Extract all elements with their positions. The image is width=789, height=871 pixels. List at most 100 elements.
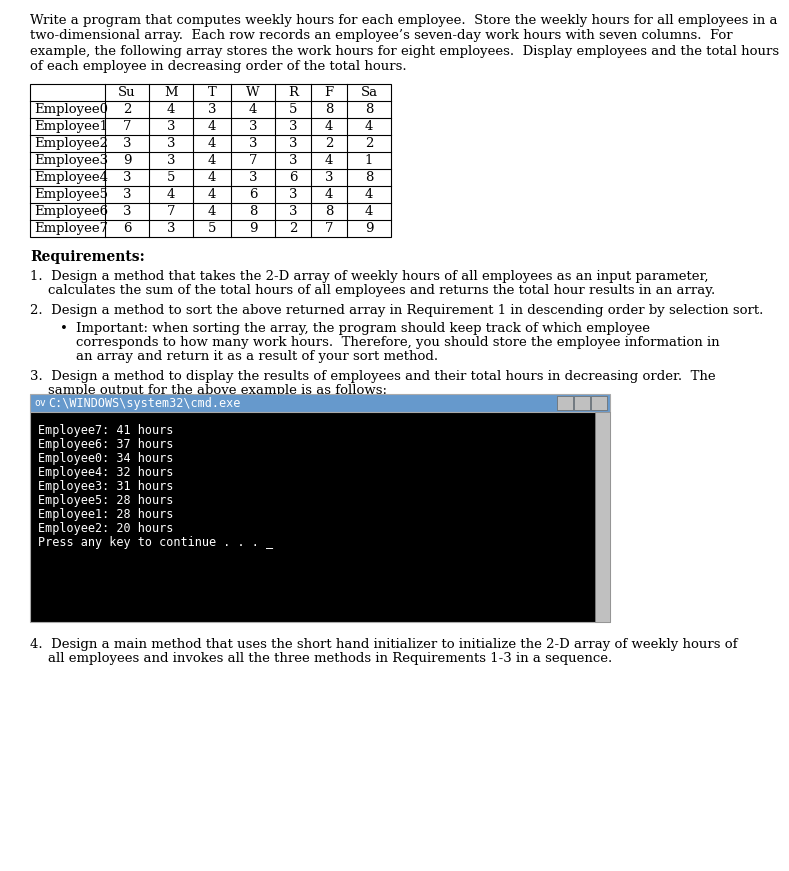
Text: 8: 8 (365, 103, 373, 116)
Text: 3: 3 (166, 154, 175, 167)
Text: Employee5: Employee5 (34, 188, 108, 201)
Text: 4: 4 (249, 103, 257, 116)
Text: C:\WINDOWS\system32\cmd.exe: C:\WINDOWS\system32\cmd.exe (48, 396, 241, 409)
Bar (574, 396, 590, 410)
Text: corresponds to how many work hours.  Therefore, you should store the employee in: corresponds to how many work hours. Ther… (76, 336, 720, 349)
Text: Employee1: Employee1 (34, 120, 108, 133)
Text: 4: 4 (208, 137, 216, 150)
Text: Employee0: Employee0 (34, 103, 108, 116)
Text: 5: 5 (208, 222, 216, 235)
Text: two-dimensional array.  Each row records an employee’s seven-day work hours with: two-dimensional array. Each row records … (30, 30, 733, 43)
Text: Su: Su (118, 86, 136, 99)
Text: •: • (60, 322, 68, 335)
Text: 3: 3 (166, 120, 175, 133)
Text: 3: 3 (123, 137, 131, 150)
Text: 3: 3 (249, 120, 257, 133)
Text: Important: when sorting the array, the program should keep track of which employ: Important: when sorting the array, the p… (76, 322, 650, 335)
Text: ▼: ▼ (600, 611, 606, 620)
Text: Press any key to continue . . . _: Press any key to continue . . . _ (38, 536, 273, 549)
Text: 6: 6 (123, 222, 131, 235)
Text: 4.  Design a main method that uses the short hand initializer to initialize the : 4. Design a main method that uses the sh… (30, 638, 738, 651)
Text: Employee6: Employee6 (34, 205, 108, 218)
Text: Employee2: 20 hours: Employee2: 20 hours (38, 522, 174, 535)
Text: 3: 3 (249, 171, 257, 184)
Text: 1.  Design a method that takes the 2-D array of weekly hours of all employees as: 1. Design a method that takes the 2-D ar… (30, 270, 709, 283)
Text: 8: 8 (365, 171, 373, 184)
Text: 3: 3 (208, 103, 216, 116)
Bar (557, 396, 573, 410)
Text: Employee0: 34 hours: Employee0: 34 hours (38, 452, 174, 465)
Text: 4: 4 (208, 205, 216, 218)
Text: 3: 3 (166, 222, 175, 235)
Text: Requirements:: Requirements: (30, 250, 144, 264)
Text: 5: 5 (166, 171, 175, 184)
Text: 4: 4 (365, 205, 373, 218)
Text: Employee7: 41 hours: Employee7: 41 hours (38, 424, 174, 437)
Text: Employee1: 28 hours: Employee1: 28 hours (38, 508, 174, 521)
Text: 4: 4 (208, 154, 216, 167)
Text: 7: 7 (166, 205, 175, 218)
Text: all employees and invokes all the three methods in Requirements 1-3 in a sequenc: all employees and invokes all the three … (48, 652, 612, 665)
Text: 4: 4 (365, 188, 373, 201)
Text: 2: 2 (325, 137, 333, 150)
Text: W: W (246, 86, 260, 99)
Text: 3: 3 (289, 205, 297, 218)
Text: 4: 4 (166, 188, 175, 201)
Bar (591, 396, 607, 410)
Text: Employee2: Employee2 (34, 137, 108, 150)
Text: 7: 7 (123, 120, 131, 133)
Text: Employee4: 32 hours: Employee4: 32 hours (38, 466, 174, 479)
Text: -: - (563, 398, 567, 408)
Text: □: □ (578, 398, 587, 408)
Text: Employee6: 37 hours: Employee6: 37 hours (38, 438, 174, 451)
Text: sample output for the above example is as follows:: sample output for the above example is a… (48, 384, 387, 397)
Text: 9: 9 (249, 222, 257, 235)
Bar (30, 412, 610, 622)
Text: of each employee in decreasing order of the total hours.: of each employee in decreasing order of … (30, 60, 406, 73)
Text: 9: 9 (123, 154, 131, 167)
Text: 2.  Design a method to sort the above returned array in Requirement 1 in descend: 2. Design a method to sort the above ret… (30, 304, 764, 317)
Text: 8: 8 (249, 205, 257, 218)
Text: 3: 3 (123, 188, 131, 201)
Text: T: T (208, 86, 216, 99)
Text: 2: 2 (289, 222, 297, 235)
Text: Employee4: Employee4 (34, 171, 108, 184)
Text: Employee7: Employee7 (34, 222, 108, 235)
Text: 3: 3 (289, 120, 297, 133)
Text: 4: 4 (166, 103, 175, 116)
Text: 5: 5 (289, 103, 297, 116)
Text: 6: 6 (249, 188, 257, 201)
Bar (595, 412, 610, 622)
Text: 8: 8 (325, 205, 333, 218)
Text: 3.  Design a method to display the results of employees and their total hours in: 3. Design a method to display the result… (30, 370, 716, 383)
Text: 4: 4 (325, 154, 333, 167)
Text: 2: 2 (123, 103, 131, 116)
Bar (30, 394, 610, 412)
Text: 7: 7 (325, 222, 333, 235)
Text: an array and return it as a result of your sort method.: an array and return it as a result of yo… (76, 350, 438, 363)
Text: 4: 4 (365, 120, 373, 133)
Text: M: M (164, 86, 178, 99)
Text: ▲: ▲ (600, 414, 606, 422)
Text: 7: 7 (249, 154, 257, 167)
Text: X: X (596, 398, 602, 408)
Text: R: R (288, 86, 298, 99)
Text: 4: 4 (325, 120, 333, 133)
Text: calculates the sum of the total hours of all employees and returns the total hou: calculates the sum of the total hours of… (48, 284, 716, 297)
Text: 8: 8 (325, 103, 333, 116)
Text: Employee5: 28 hours: Employee5: 28 hours (38, 494, 174, 507)
Text: Employee3: 31 hours: Employee3: 31 hours (38, 480, 174, 493)
Text: 9: 9 (365, 222, 373, 235)
Text: 4: 4 (208, 120, 216, 133)
Text: Write a program that computes weekly hours for each employee.  Store the weekly : Write a program that computes weekly hou… (30, 14, 777, 27)
Text: 3: 3 (249, 137, 257, 150)
Text: 3: 3 (325, 171, 333, 184)
Text: 6: 6 (289, 171, 297, 184)
Text: 3: 3 (289, 154, 297, 167)
Text: 3: 3 (123, 205, 131, 218)
Text: ov: ov (34, 398, 46, 408)
Text: 3: 3 (289, 188, 297, 201)
Text: 4: 4 (325, 188, 333, 201)
Text: 4: 4 (208, 188, 216, 201)
Bar (30, 84, 391, 237)
